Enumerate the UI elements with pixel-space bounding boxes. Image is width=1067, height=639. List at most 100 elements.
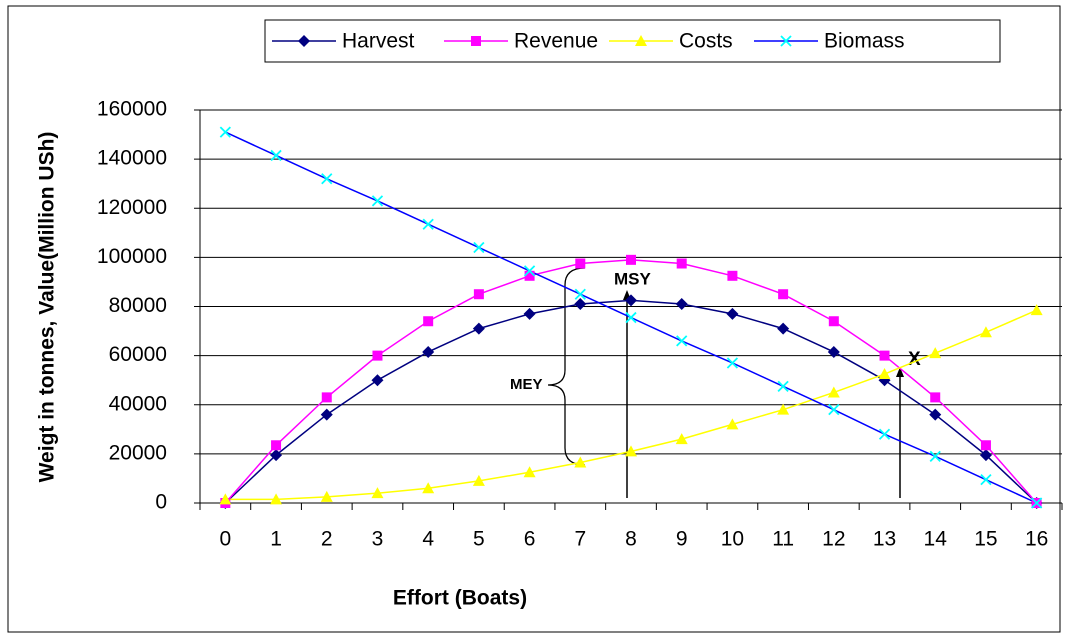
data-point xyxy=(574,288,586,300)
legend-label: Revenue xyxy=(514,30,598,53)
x-tick-label: 7 xyxy=(574,528,586,551)
legend-label: Harvest xyxy=(342,30,415,53)
data-point xyxy=(777,403,790,415)
data-point xyxy=(828,404,840,416)
data-point xyxy=(473,289,484,300)
annotation: MEY xyxy=(510,376,543,393)
y-tick-label: 80000 xyxy=(109,294,167,317)
y-tick-label: 20000 xyxy=(109,441,167,464)
x-tick-label: 14 xyxy=(924,528,948,551)
data-point xyxy=(929,347,942,359)
x-arrowhead xyxy=(896,367,904,377)
data-point xyxy=(726,418,739,430)
data-point xyxy=(878,368,891,380)
data-point xyxy=(320,408,333,421)
data-point xyxy=(726,307,739,320)
data-point xyxy=(827,345,840,358)
data-point xyxy=(625,311,637,324)
data-point xyxy=(321,392,332,403)
data-point xyxy=(727,270,738,281)
data-point xyxy=(423,316,434,327)
data-point xyxy=(930,392,941,403)
legend-label: Biomass xyxy=(824,30,905,53)
data-point xyxy=(1031,497,1043,509)
data-point xyxy=(980,440,991,451)
data-point xyxy=(270,149,282,162)
x-tick-label: 10 xyxy=(721,528,744,551)
data-point xyxy=(219,126,231,138)
data-point xyxy=(472,474,485,486)
y-axis-label: Weigt in tonnes, Value(Million USh) xyxy=(36,132,59,483)
data-point xyxy=(422,482,435,494)
y-tick-label: 0 xyxy=(155,491,167,514)
data-point xyxy=(523,466,536,478)
data-point xyxy=(219,493,232,505)
data-point xyxy=(271,440,282,451)
x-tick-label: 0 xyxy=(220,528,232,551)
data-point xyxy=(979,326,992,338)
data-point xyxy=(422,345,435,358)
data-point xyxy=(625,445,637,457)
y-tick-label: 100000 xyxy=(97,245,167,268)
data-point xyxy=(575,258,586,269)
data-point xyxy=(676,335,688,347)
data-point xyxy=(778,289,789,300)
x-tick-label: 11 xyxy=(772,528,794,551)
data-point xyxy=(523,307,536,320)
data-point xyxy=(574,456,587,468)
data-point xyxy=(676,258,687,269)
data-point xyxy=(371,374,384,387)
y-tick-label: 40000 xyxy=(109,392,167,415)
data-point xyxy=(929,450,941,462)
annotation: X xyxy=(908,349,921,370)
data-point xyxy=(321,173,333,185)
data-point xyxy=(422,218,434,230)
x-tick-label: 1 xyxy=(270,528,282,551)
x-tick-label: 9 xyxy=(676,528,688,551)
data-point xyxy=(320,490,333,502)
x-axis-label: Effort (Boats) xyxy=(393,587,527,610)
y-tick-label: 120000 xyxy=(97,196,167,219)
data-point xyxy=(675,433,688,445)
data-point xyxy=(270,449,283,462)
data-point xyxy=(472,322,485,335)
data-point xyxy=(879,350,890,361)
data-point xyxy=(625,294,637,307)
x-tick-label: 16 xyxy=(1025,528,1048,551)
legend-marker xyxy=(780,35,792,47)
data-point xyxy=(371,487,384,499)
data-point xyxy=(675,298,688,311)
data-point xyxy=(979,449,992,462)
data-point xyxy=(980,474,992,486)
data-point xyxy=(1030,304,1043,316)
data-point xyxy=(371,195,384,207)
legend-marker xyxy=(471,36,481,46)
y-tick-label: 160000 xyxy=(97,98,167,121)
x-tick-label: 5 xyxy=(473,528,485,551)
mey-brace xyxy=(547,267,586,466)
data-point xyxy=(524,270,535,281)
x-tick-label: 13 xyxy=(873,528,896,551)
x-tick-label: 6 xyxy=(524,528,536,551)
data-point xyxy=(878,428,891,440)
x-tick-label: 12 xyxy=(822,528,845,551)
legend-marker xyxy=(298,35,310,47)
x-tick-label: 15 xyxy=(974,528,997,551)
data-point xyxy=(372,350,383,361)
data-point xyxy=(726,357,739,369)
x-tick-label: 8 xyxy=(625,528,637,551)
data-point xyxy=(523,265,536,277)
data-point xyxy=(777,380,789,392)
data-point xyxy=(270,493,283,505)
legend-label: Costs xyxy=(679,30,733,53)
data-point xyxy=(828,316,839,327)
data-point xyxy=(777,322,790,335)
data-point xyxy=(929,408,942,421)
y-tick-label: 140000 xyxy=(97,147,167,170)
y-tick-label: 60000 xyxy=(109,343,167,366)
data-point xyxy=(626,254,636,265)
x-tick-label: 3 xyxy=(372,528,384,551)
data-point xyxy=(827,386,840,398)
legend-marker xyxy=(635,35,647,46)
